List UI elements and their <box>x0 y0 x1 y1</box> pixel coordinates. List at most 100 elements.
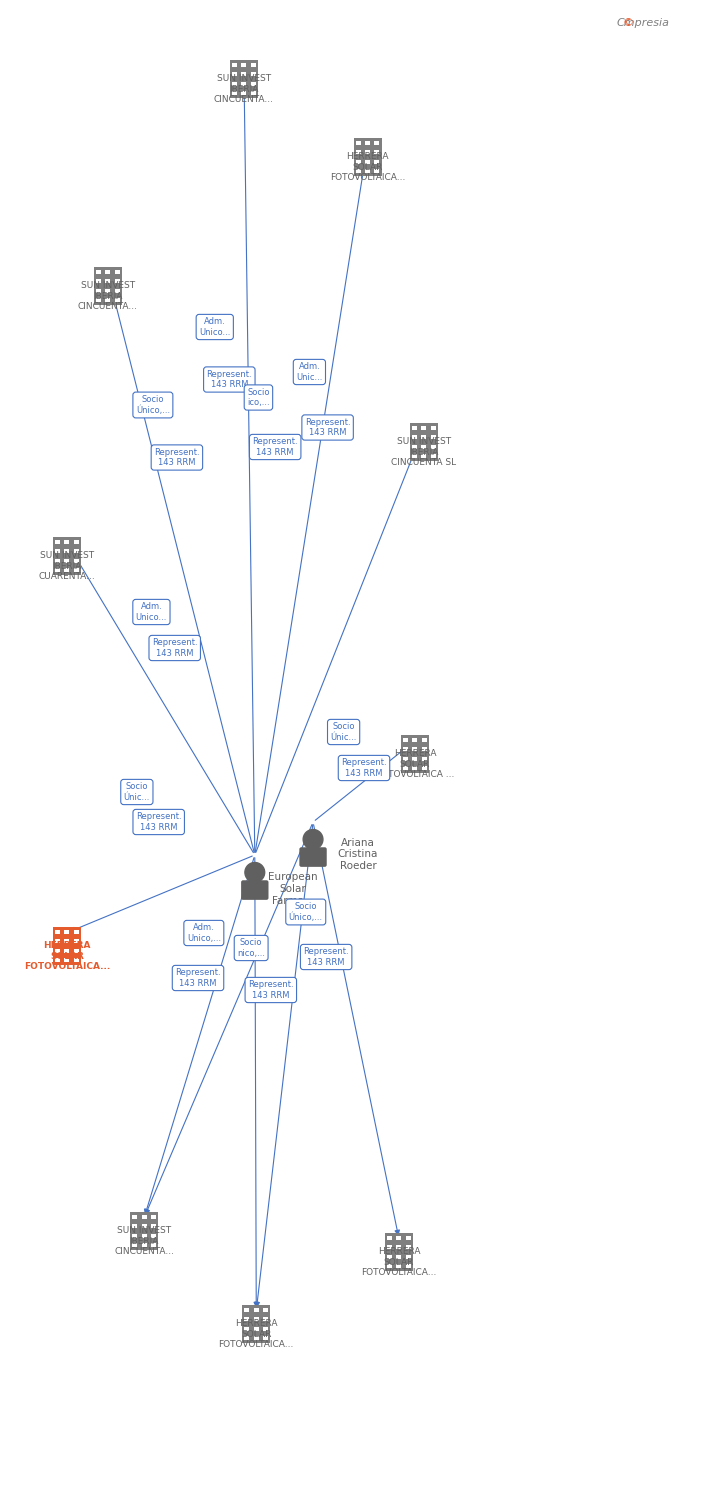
Text: SUN INVEST
IBERIA
CINCUENTA...: SUN INVEST IBERIA CINCUENTA... <box>114 1226 174 1256</box>
FancyBboxPatch shape <box>254 1317 258 1322</box>
Text: Adm.
Unic...: Adm. Unic... <box>296 363 323 381</box>
FancyBboxPatch shape <box>114 279 119 284</box>
FancyBboxPatch shape <box>405 1264 411 1268</box>
FancyBboxPatch shape <box>65 950 69 952</box>
FancyBboxPatch shape <box>106 279 110 284</box>
FancyBboxPatch shape <box>242 82 246 86</box>
FancyBboxPatch shape <box>405 1256 411 1258</box>
FancyBboxPatch shape <box>387 1245 392 1250</box>
FancyBboxPatch shape <box>74 939 79 944</box>
FancyBboxPatch shape <box>55 958 60 962</box>
FancyBboxPatch shape <box>397 1264 401 1268</box>
FancyBboxPatch shape <box>430 446 435 448</box>
FancyBboxPatch shape <box>354 138 381 176</box>
FancyBboxPatch shape <box>403 738 408 741</box>
FancyBboxPatch shape <box>74 560 79 562</box>
FancyBboxPatch shape <box>132 1244 138 1246</box>
FancyBboxPatch shape <box>374 160 379 164</box>
FancyBboxPatch shape <box>299 847 327 867</box>
FancyBboxPatch shape <box>405 1236 411 1239</box>
Text: SUN INVEST
IBERIA
CINCUENTA SL: SUN INVEST IBERIA CINCUENTA SL <box>391 436 456 466</box>
FancyBboxPatch shape <box>242 72 246 76</box>
FancyBboxPatch shape <box>422 454 426 458</box>
FancyBboxPatch shape <box>55 950 60 952</box>
FancyBboxPatch shape <box>245 1308 250 1311</box>
Text: SUN INVEST
IBERIA
CUARENTA...: SUN INVEST IBERIA CUARENTA... <box>39 550 95 580</box>
FancyBboxPatch shape <box>55 568 60 572</box>
Text: SUN INVEST
IBERIA
CINCUENTA...: SUN INVEST IBERIA CINCUENTA... <box>78 280 138 310</box>
FancyBboxPatch shape <box>422 446 426 448</box>
FancyBboxPatch shape <box>403 758 408 760</box>
FancyBboxPatch shape <box>230 60 258 98</box>
Text: Socio
Único,...: Socio Único,... <box>289 902 323 922</box>
FancyBboxPatch shape <box>387 1264 392 1268</box>
FancyBboxPatch shape <box>114 290 119 292</box>
FancyBboxPatch shape <box>114 298 119 302</box>
Text: HERRERA
SOLAR
FOTOVOLTAICA...: HERRERA SOLAR FOTOVOLTAICA... <box>24 940 110 970</box>
FancyBboxPatch shape <box>96 270 101 273</box>
FancyBboxPatch shape <box>365 150 370 154</box>
Text: Socio
Únic...: Socio Únic... <box>331 723 357 741</box>
FancyBboxPatch shape <box>114 270 119 273</box>
Text: Represent.
143 RRM: Represent. 143 RRM <box>152 639 197 657</box>
FancyBboxPatch shape <box>74 549 79 554</box>
FancyBboxPatch shape <box>96 279 101 284</box>
Text: Represent.
143 RRM: Represent. 143 RRM <box>305 419 350 436</box>
FancyBboxPatch shape <box>245 1336 250 1340</box>
FancyBboxPatch shape <box>106 290 110 292</box>
Circle shape <box>245 862 265 882</box>
FancyBboxPatch shape <box>96 298 101 302</box>
Text: Represent.
143 RRM: Represent. 143 RRM <box>154 448 199 466</box>
FancyBboxPatch shape <box>130 1212 158 1249</box>
FancyBboxPatch shape <box>412 435 417 439</box>
FancyBboxPatch shape <box>232 82 237 86</box>
FancyBboxPatch shape <box>53 537 81 574</box>
FancyBboxPatch shape <box>55 560 60 562</box>
Text: HERRERA
SOLAR
FOTOVOLTAICA ...: HERRERA SOLAR FOTOVOLTAICA ... <box>376 748 454 778</box>
FancyBboxPatch shape <box>74 930 79 933</box>
Text: HERRERA
SOLAR
FOTOVOLTAICA...: HERRERA SOLAR FOTOVOLTAICA... <box>218 1318 294 1348</box>
Text: Adm.
Unico...: Adm. Unico... <box>199 318 231 336</box>
FancyBboxPatch shape <box>412 426 417 429</box>
FancyBboxPatch shape <box>387 1236 392 1239</box>
FancyBboxPatch shape <box>142 1224 146 1228</box>
FancyBboxPatch shape <box>151 1234 156 1238</box>
FancyBboxPatch shape <box>53 927 81 964</box>
FancyBboxPatch shape <box>374 141 379 144</box>
Text: Represent.
143 RRM: Represent. 143 RRM <box>304 948 349 966</box>
FancyBboxPatch shape <box>142 1234 146 1238</box>
Text: ©: © <box>622 18 633 28</box>
FancyBboxPatch shape <box>263 1336 268 1340</box>
FancyBboxPatch shape <box>106 298 110 302</box>
FancyBboxPatch shape <box>55 549 60 554</box>
FancyBboxPatch shape <box>385 1233 413 1270</box>
Text: Represent.
143 RRM: Represent. 143 RRM <box>253 438 298 456</box>
FancyBboxPatch shape <box>422 426 426 429</box>
FancyBboxPatch shape <box>96 290 101 292</box>
Text: Represent.
143 RRM: Represent. 143 RRM <box>248 981 293 999</box>
FancyBboxPatch shape <box>397 1256 401 1258</box>
FancyBboxPatch shape <box>245 1317 250 1322</box>
FancyBboxPatch shape <box>430 435 435 439</box>
FancyBboxPatch shape <box>413 747 417 752</box>
FancyBboxPatch shape <box>151 1244 156 1246</box>
FancyBboxPatch shape <box>151 1215 156 1218</box>
FancyBboxPatch shape <box>374 170 379 172</box>
FancyBboxPatch shape <box>132 1234 138 1238</box>
FancyBboxPatch shape <box>430 454 435 458</box>
FancyBboxPatch shape <box>365 170 370 172</box>
FancyBboxPatch shape <box>356 160 361 164</box>
FancyBboxPatch shape <box>65 958 69 962</box>
FancyBboxPatch shape <box>65 560 69 562</box>
FancyBboxPatch shape <box>106 270 110 273</box>
FancyBboxPatch shape <box>241 880 269 900</box>
FancyBboxPatch shape <box>365 141 370 144</box>
Text: Represent.
143 RRM: Represent. 143 RRM <box>136 813 181 831</box>
FancyBboxPatch shape <box>132 1215 138 1218</box>
FancyBboxPatch shape <box>412 446 417 448</box>
FancyBboxPatch shape <box>65 939 69 944</box>
Text: European
Solar
Farms...: European Solar Farms... <box>268 873 317 906</box>
Text: Adm.
Unico,...: Adm. Unico,... <box>187 924 221 942</box>
FancyBboxPatch shape <box>397 1245 401 1250</box>
FancyBboxPatch shape <box>430 426 435 429</box>
